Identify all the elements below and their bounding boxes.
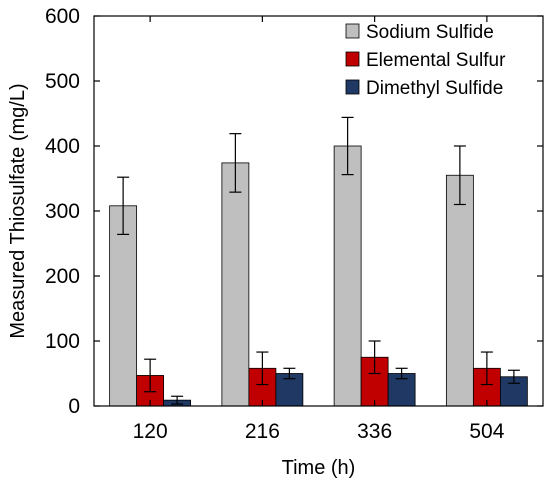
y-tick-label: 600 [45, 5, 80, 28]
x-tick-label: 504 [469, 420, 504, 443]
legend-label: Sodium Sulfide [366, 22, 494, 43]
legend-label: Dimethyl Sulfide [366, 78, 503, 99]
y-tick-label: 500 [45, 70, 80, 93]
axes-layer: 0 100 200 300 400 500 600 120 216 336 504 [45, 5, 544, 443]
x-axis-title: Time (h) [282, 457, 356, 479]
legend-label: Elemental Sulfur [366, 50, 506, 71]
error-bars-layer [117, 116, 520, 405]
bars-layer [109, 145, 528, 407]
bar [333, 145, 362, 407]
plot-frame [93, 15, 544, 407]
y-axis-title: Measured Thiosulfate (mg/L) [7, 83, 29, 338]
x-tick-label: 216 [245, 420, 280, 443]
legend: Sodium Sulfide Elemental Sulfur Dimethyl S… [345, 22, 506, 99]
bar [221, 162, 250, 407]
y-tick-label: 300 [45, 200, 80, 223]
legend-swatch [345, 79, 360, 95]
bar [445, 174, 474, 407]
y-tick-label: 100 [45, 330, 80, 353]
x-tick-label: 120 [133, 420, 168, 443]
legend-swatch [345, 23, 360, 39]
y-tick-label: 0 [68, 395, 80, 418]
legend-swatch [345, 51, 360, 67]
bar [109, 205, 138, 407]
y-tick-label: 400 [45, 135, 80, 158]
x-tick-label: 336 [357, 420, 392, 443]
y-tick-label: 200 [45, 265, 80, 288]
